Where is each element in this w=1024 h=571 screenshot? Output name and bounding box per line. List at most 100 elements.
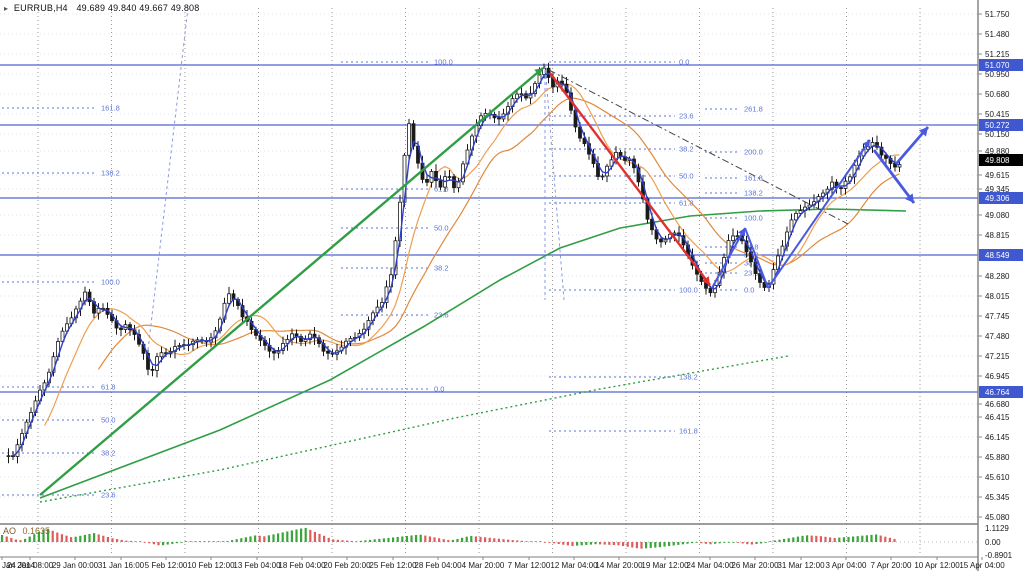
ao-bar [732, 542, 735, 543]
ao-bar [599, 542, 602, 545]
ao-bar [97, 534, 100, 542]
ma-orange-fast [43, 83, 900, 426]
ao-bar [755, 542, 758, 544]
ao-bar [79, 535, 82, 542]
candle-down [659, 238, 663, 243]
ao-bar [760, 542, 763, 544]
label: 46.415 [985, 413, 1010, 422]
ao-bar [764, 542, 767, 543]
candle-up [798, 210, 803, 214]
label: 50.272 [985, 121, 1010, 130]
blue-zigzag-up-1-line [711, 227, 746, 289]
candle-down [146, 352, 150, 370]
ao-bar [700, 542, 703, 544]
candle-up [6, 455, 11, 458]
ao-bar [171, 542, 174, 544]
ao-bar [691, 542, 694, 544]
ao-bar [861, 535, 864, 542]
ao-bar [240, 538, 243, 542]
left-steep-dashed-line [147, 7, 189, 351]
descending-dashdot-trendline [548, 69, 849, 225]
label: 0.0 [744, 286, 754, 295]
label: 61.8 [101, 383, 116, 392]
label: 47.745 [985, 312, 1010, 321]
label: 46.680 [985, 400, 1010, 409]
ao-bar [750, 542, 753, 545]
ao-bar [139, 541, 142, 542]
green-slow-ma [39, 208, 907, 499]
ao-bar [157, 542, 160, 546]
ao-bar [5, 536, 8, 542]
label: 3 Apr 04:00 [826, 561, 867, 570]
ao-bar [852, 536, 855, 542]
ao-bar [810, 535, 813, 542]
label: 100.0 [101, 278, 120, 287]
label: 23.6 [679, 112, 694, 121]
ao-bar [741, 542, 744, 544]
arrowhead [918, 127, 928, 137]
ao-bar [530, 541, 533, 542]
ohlc-readout: 49.689 49.840 49.667 49.808 [76, 3, 200, 13]
candle-up [159, 352, 164, 358]
ao-bar [870, 534, 873, 542]
candle-down [497, 117, 501, 120]
label: 161.8 [101, 104, 120, 113]
candle-up [348, 338, 353, 342]
ao-bar [166, 542, 169, 545]
ao-bar [806, 535, 809, 542]
label: 50.0 [679, 172, 694, 181]
label: 47.215 [985, 352, 1010, 361]
ao-bar [838, 537, 841, 542]
ao-bar [346, 540, 349, 542]
blue-zigzag-up-2-line [767, 139, 871, 289]
candle-up [515, 93, 519, 100]
arrowhead [905, 193, 914, 203]
ao-bar [277, 533, 280, 542]
label: 50.0 [434, 224, 449, 233]
ao-bar [695, 542, 698, 543]
ao-bar [507, 539, 510, 542]
ao-bar [235, 539, 238, 542]
symbol-marker-icon: ▸ [4, 4, 9, 13]
ao-bar [129, 540, 132, 542]
symbol-period-label: EURRUB,H4 [13, 3, 68, 13]
candle-up [600, 175, 605, 178]
label: 5 Feb 12:00 [145, 561, 188, 570]
label: 100.0 [434, 58, 453, 67]
candle-down [411, 123, 416, 147]
label: 48.549 [985, 251, 1010, 260]
ao-bar [93, 533, 96, 542]
ao-bar [194, 541, 197, 542]
label: 1.1129 [985, 524, 1009, 533]
label: 49.880 [985, 147, 1010, 156]
ao-bar [263, 536, 266, 542]
ao-bar [212, 541, 215, 542]
candle-down [582, 137, 587, 145]
ao-bar [180, 542, 183, 543]
candle-up [731, 235, 735, 241]
ao-bar [304, 527, 307, 542]
ao-bar [74, 536, 77, 542]
label: 25 Feb 12:00 [369, 561, 417, 570]
level-price-badge [979, 249, 1023, 261]
candle-up [735, 235, 740, 238]
ao-name: AO [3, 526, 17, 536]
label: 51.480 [985, 30, 1010, 39]
ao-bar [258, 535, 261, 542]
label: 45.880 [985, 453, 1010, 462]
axis-background [978, 0, 1024, 571]
blue-zigzag-down [744, 227, 769, 289]
label: 23.6 [744, 269, 759, 278]
ao-bar [557, 542, 560, 545]
label: 100.0 [744, 214, 763, 223]
ao-bar [350, 540, 353, 542]
ao-bar [704, 542, 707, 544]
level-price-badge [979, 386, 1023, 398]
ao-bar [1, 534, 4, 542]
ao-bar [373, 539, 376, 542]
ao-bar [631, 542, 634, 548]
label: 13 Feb 04:00 [233, 561, 281, 570]
ao-bar [249, 536, 252, 542]
